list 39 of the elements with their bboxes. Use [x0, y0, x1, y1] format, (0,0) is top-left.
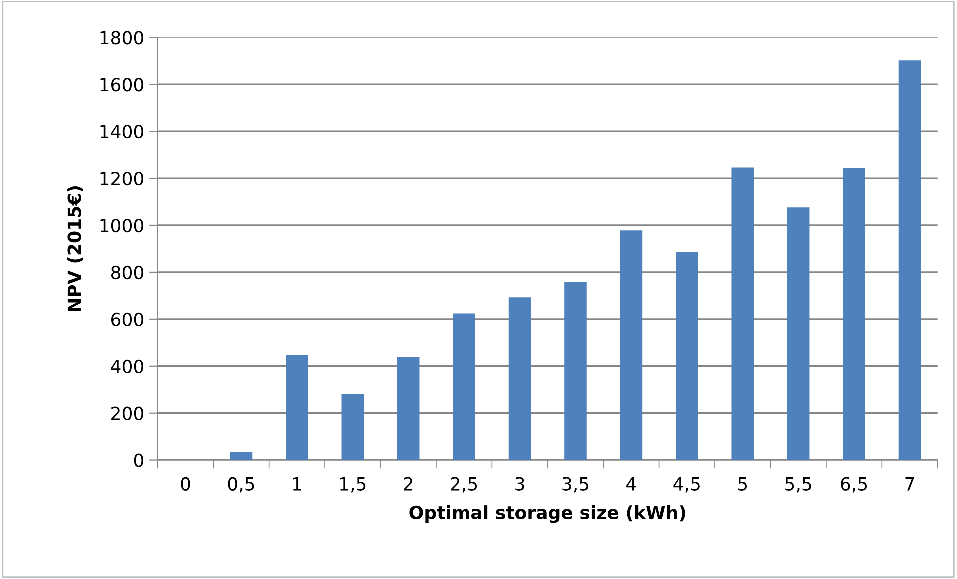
x-tick-label: 5,5	[786, 478, 812, 493]
y-tick-label: 200	[112, 406, 144, 420]
bar	[342, 394, 364, 460]
y-tick-label: 1800	[100, 31, 144, 45]
bar	[843, 168, 866, 460]
x-tick-label: 0,5	[228, 477, 254, 493]
x-tick-label: 2	[404, 477, 413, 491]
bar	[620, 230, 643, 460]
bar	[787, 208, 810, 460]
bar	[453, 314, 476, 460]
x-tick-label: 1	[293, 478, 302, 491]
x-tick-label: 7	[906, 478, 914, 491]
x-tick-label: 0	[181, 477, 190, 491]
x-tick-label: 3,5	[562, 477, 589, 493]
x-axis-title: Optimal storage size (kWh)	[410, 506, 686, 524]
x-tick-label: 4,5	[674, 478, 700, 493]
bar	[230, 452, 253, 460]
x-tick-label: 4	[626, 478, 636, 491]
x-tick-label: 5	[738, 478, 748, 491]
bar	[286, 355, 308, 460]
x-tick-label: 1,5	[340, 478, 366, 493]
bar	[564, 282, 587, 460]
bar	[898, 60, 922, 460]
y-axis-title: NPV (2015€)	[67, 186, 84, 312]
bar	[676, 252, 698, 460]
y-tick-label: 1000	[100, 218, 144, 233]
bar	[508, 298, 532, 460]
y-tick-label: 600	[112, 312, 144, 327]
y-tick-label: 0	[134, 454, 144, 468]
y-tick-label: 800	[111, 266, 144, 280]
y-tick-label: 1200	[100, 172, 144, 186]
bar	[397, 357, 420, 460]
y-tick-label: 400	[111, 360, 144, 374]
bar	[732, 168, 754, 460]
y-tick-label: 1400	[100, 125, 144, 139]
x-tick-label: 3	[516, 477, 524, 491]
x-tick-label: 2,5	[451, 477, 478, 493]
y-tick-label: 1600	[100, 78, 144, 92]
x-tick-label: 6,5	[841, 477, 868, 493]
